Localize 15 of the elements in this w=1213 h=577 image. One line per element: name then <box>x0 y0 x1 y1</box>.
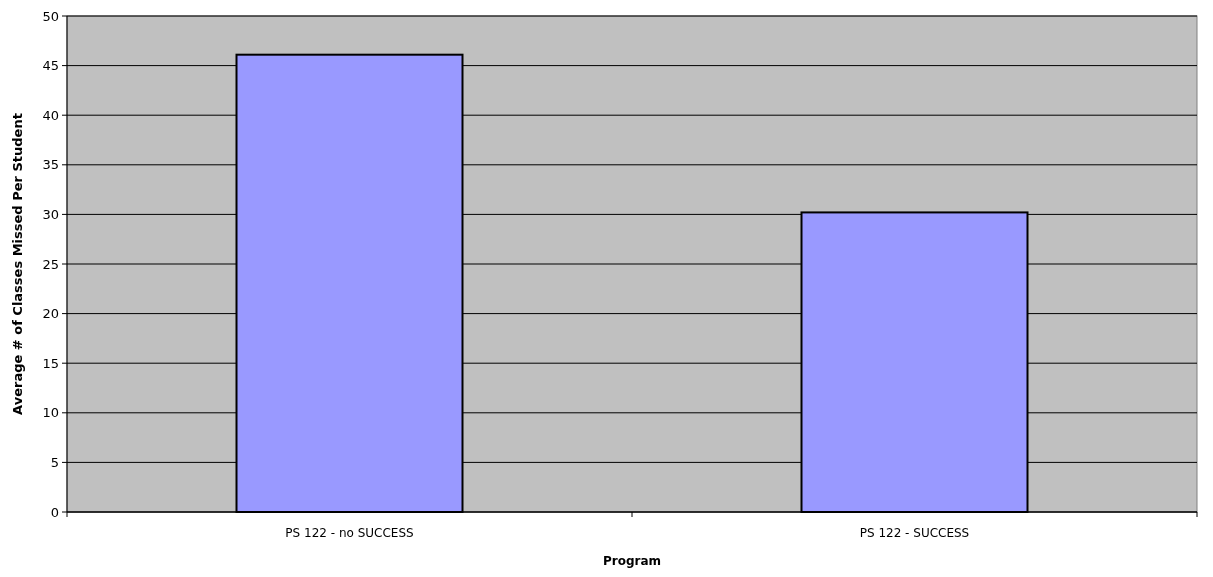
y-axis-title: Average # of Classes Missed Per Student <box>10 113 25 415</box>
y-tick-label: 0 <box>50 504 59 520</box>
y-tick-label: 20 <box>42 306 59 322</box>
y-tick-label: 40 <box>42 107 59 123</box>
y-tick-label: 45 <box>42 58 59 74</box>
y-tick-label: 15 <box>42 355 59 371</box>
x-tick-label: PS 122 - SUCCESS <box>859 526 970 540</box>
y-tick-label: 35 <box>42 157 59 173</box>
x-axis-title: Program <box>602 554 662 568</box>
y-tick-label: 25 <box>42 256 59 272</box>
x-tick-label: PS 122 - no SUCCESS <box>285 526 414 540</box>
y-tick-label: 50 <box>42 8 59 24</box>
y-tick-label: 5 <box>50 454 59 470</box>
y-tick-label: 30 <box>42 206 59 222</box>
y-tick-label: 10 <box>42 405 59 421</box>
